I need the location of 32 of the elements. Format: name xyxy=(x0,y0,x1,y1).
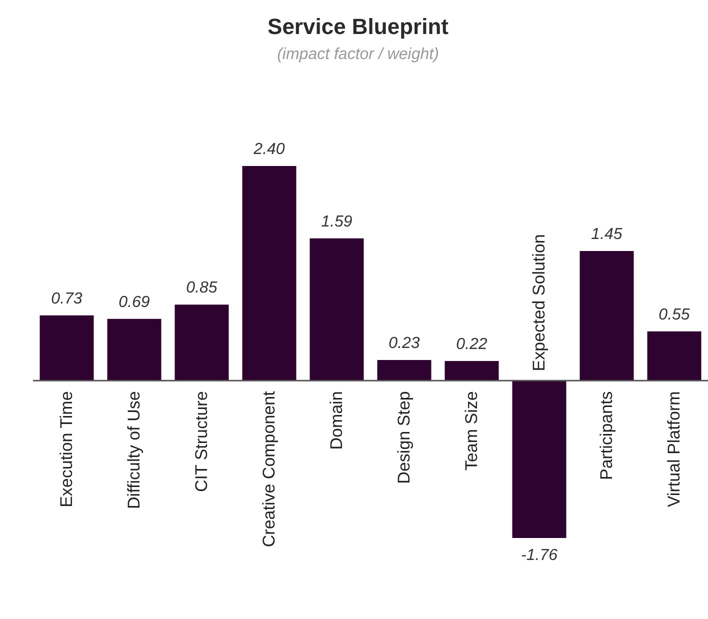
x-tick-label: Difficulty of Use xyxy=(124,391,144,509)
bar xyxy=(40,315,94,381)
bar xyxy=(444,360,499,381)
x-tick-label: Design Step xyxy=(394,391,414,484)
x-tick-label: Domain xyxy=(327,391,346,450)
bar xyxy=(174,304,229,381)
bar xyxy=(242,166,296,381)
bar xyxy=(512,380,566,538)
chart-subtitle: (impact factor / weight) xyxy=(276,46,440,64)
data-label: 0.69 xyxy=(118,294,150,311)
x-tick-label: CIT Structure xyxy=(192,391,212,492)
x-tick-label: Participants xyxy=(597,391,616,480)
bar xyxy=(580,250,634,381)
x-tick-label: Creative Component xyxy=(260,390,279,548)
data-label: 0.85 xyxy=(186,280,218,297)
data-label: -1.76 xyxy=(521,547,558,564)
x-tick-label: Team Size xyxy=(462,391,482,471)
bar xyxy=(107,318,162,381)
data-label: 0.73 xyxy=(51,290,82,308)
data-label: 2.40 xyxy=(252,141,285,158)
data-label: 0.22 xyxy=(456,336,488,353)
data-label: 0.23 xyxy=(388,335,420,352)
data-label: 1.59 xyxy=(321,213,352,230)
data-label: 1.45 xyxy=(591,226,622,243)
x-tick-label: Expected Solution xyxy=(530,234,549,372)
x-tick-label: Execution Time xyxy=(57,391,76,508)
bar xyxy=(377,360,432,381)
bar xyxy=(647,331,702,381)
bar xyxy=(310,238,364,381)
x-tick-label: Virtual Platform xyxy=(664,391,684,508)
data-label: 0.55 xyxy=(658,306,690,324)
chart-title: Service Blueprint xyxy=(266,14,450,40)
